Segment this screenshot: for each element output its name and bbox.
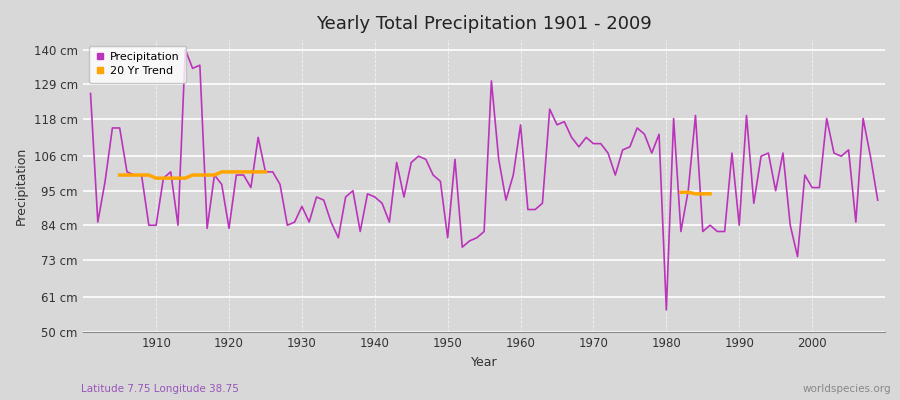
Text: Latitude 7.75 Longitude 38.75: Latitude 7.75 Longitude 38.75 bbox=[81, 384, 239, 394]
Y-axis label: Precipitation: Precipitation bbox=[15, 147, 28, 225]
X-axis label: Year: Year bbox=[471, 356, 498, 369]
Text: worldspecies.org: worldspecies.org bbox=[803, 384, 891, 394]
Title: Yearly Total Precipitation 1901 - 2009: Yearly Total Precipitation 1901 - 2009 bbox=[316, 15, 652, 33]
Legend: Precipitation, 20 Yr Trend: Precipitation, 20 Yr Trend bbox=[89, 46, 186, 82]
